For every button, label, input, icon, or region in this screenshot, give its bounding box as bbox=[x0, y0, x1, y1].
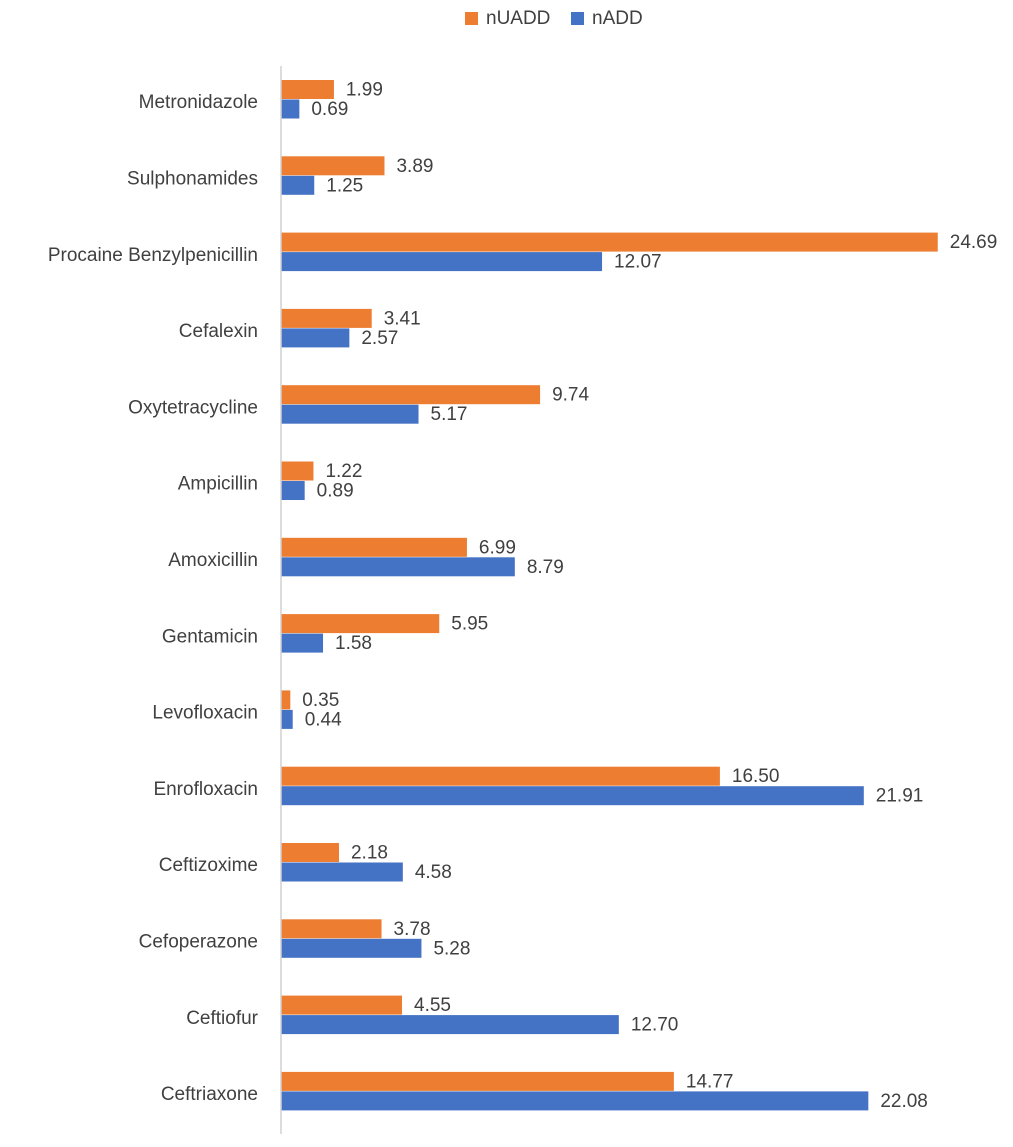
legend: nUADD nADD bbox=[465, 8, 643, 29]
category-label-gentamicin: Gentamicin bbox=[162, 626, 258, 647]
category-label-metronidazole: Metronidazole bbox=[139, 92, 258, 113]
bar-nadd-procaine-benzylpenicillin bbox=[281, 252, 603, 272]
bars bbox=[281, 80, 938, 1111]
category-label-ceftizoxime: Ceftizoxime bbox=[159, 855, 258, 876]
bar-nuadd-ceftiofur bbox=[281, 995, 403, 1015]
bar-nadd-oxytetracycline bbox=[281, 404, 419, 424]
data-label-nuadd-procaine-benzylpenicillin: 24.69 bbox=[950, 232, 998, 253]
bar-nadd-ceftiofur bbox=[281, 1015, 619, 1035]
bar-nuadd-gentamicin bbox=[281, 614, 440, 634]
bar-nadd-ceftriaxone bbox=[281, 1091, 869, 1111]
bar-nuadd-procaine-benzylpenicillin bbox=[281, 232, 938, 252]
bar-nadd-cefoperazone bbox=[281, 938, 422, 958]
legend-label-nadd: nADD bbox=[592, 8, 643, 29]
data-label-nuadd-sulphonamides: 3.89 bbox=[396, 156, 433, 177]
bar-nuadd-enrofloxacin bbox=[281, 766, 720, 786]
data-label-nadd-ampicillin: 0.89 bbox=[317, 481, 354, 502]
bar-nadd-cefalexin bbox=[281, 328, 350, 348]
data-label-nuadd-metronidazole: 1.99 bbox=[346, 80, 383, 101]
bar-nadd-sulphonamides bbox=[281, 175, 315, 195]
data-label-nadd-ceftizoxime: 4.58 bbox=[415, 862, 452, 883]
bar-nuadd-cefoperazone bbox=[281, 919, 382, 939]
bar-nuadd-ampicillin bbox=[281, 461, 314, 481]
data-label-nuadd-ceftizoxime: 2.18 bbox=[351, 843, 388, 864]
bar-nuadd-amoxicillin bbox=[281, 537, 467, 557]
bar-nadd-enrofloxacin bbox=[281, 786, 864, 806]
bar-nadd-ampicillin bbox=[281, 481, 305, 500]
bar-nadd-gentamicin bbox=[281, 633, 324, 653]
category-label-amoxicillin: Amoxicillin bbox=[168, 550, 258, 571]
category-label-cefoperazone: Cefoperazone bbox=[139, 931, 258, 952]
bar-nadd-metronidazole bbox=[281, 99, 300, 119]
category-label-enrofloxacin: Enrofloxacin bbox=[153, 779, 258, 800]
data-label-nadd-sulphonamides: 1.25 bbox=[326, 175, 363, 196]
data-label-nuadd-ceftiofur: 4.55 bbox=[414, 995, 451, 1016]
category-label-sulphonamides: Sulphonamides bbox=[127, 168, 258, 189]
category-label-procaine-benzylpenicillin: Procaine Benzylpenicillin bbox=[48, 245, 258, 266]
category-label-levofloxacin: Levofloxacin bbox=[152, 703, 258, 724]
data-label-nuadd-levofloxacin: 0.35 bbox=[302, 690, 339, 711]
data-label-nadd-levofloxacin: 0.44 bbox=[305, 709, 342, 730]
bar-nuadd-sulphonamides bbox=[281, 156, 385, 176]
data-label-nuadd-cefalexin: 3.41 bbox=[384, 308, 421, 329]
bar-nuadd-ceftriaxone bbox=[281, 1071, 674, 1091]
data-label-nadd-procaine-benzylpenicillin: 12.07 bbox=[614, 252, 662, 273]
data-label-nadd-ceftriaxone: 22.08 bbox=[880, 1091, 928, 1112]
data-label-nuadd-gentamicin: 5.95 bbox=[451, 614, 488, 635]
data-label-nuadd-enrofloxacin: 16.50 bbox=[732, 766, 780, 787]
data-label-nadd-oxytetracycline: 5.17 bbox=[431, 404, 468, 425]
data-label-nuadd-amoxicillin: 6.99 bbox=[479, 537, 516, 558]
category-label-ceftiofur: Ceftiofur bbox=[186, 1008, 258, 1029]
bar-nuadd-oxytetracycline bbox=[281, 385, 541, 405]
bar-nuadd-cefalexin bbox=[281, 308, 372, 328]
data-label-nadd-ceftiofur: 12.70 bbox=[631, 1015, 679, 1036]
bar-nadd-amoxicillin bbox=[281, 557, 515, 577]
data-label-nadd-amoxicillin: 8.79 bbox=[527, 557, 564, 578]
data-label-nuadd-cefoperazone: 3.78 bbox=[394, 919, 431, 940]
data-label-nuadd-ceftriaxone: 14.77 bbox=[686, 1071, 734, 1092]
data-label-nadd-cefalexin: 2.57 bbox=[361, 328, 398, 349]
bar-nuadd-metronidazole bbox=[281, 80, 334, 99]
bar-nadd-levofloxacin bbox=[281, 709, 293, 729]
data-label-nadd-metronidazole: 0.69 bbox=[311, 99, 348, 120]
legend-swatch-nuadd bbox=[465, 12, 478, 25]
data-label-nuadd-oxytetracycline: 9.74 bbox=[552, 385, 589, 406]
category-labels: Metronidazole Sulphonamides Procaine Benzy… bbox=[48, 92, 259, 1105]
category-label-ampicillin: Ampicillin bbox=[178, 474, 258, 495]
bar-nadd-ceftizoxime bbox=[281, 862, 403, 882]
data-label-nadd-gentamicin: 1.58 bbox=[335, 633, 372, 654]
legend-label-nuadd: nUADD bbox=[486, 8, 550, 29]
data-label-nadd-cefoperazone: 5.28 bbox=[433, 938, 470, 959]
data-label-nadd-enrofloxacin: 21.91 bbox=[876, 786, 924, 807]
category-label-oxytetracycline: Oxytetracycline bbox=[128, 397, 258, 418]
legend-swatch-nadd bbox=[571, 12, 584, 25]
category-label-cefalexin: Cefalexin bbox=[179, 321, 258, 342]
bar-nuadd-levofloxacin bbox=[281, 690, 291, 710]
bar-nuadd-ceftizoxime bbox=[281, 843, 339, 862]
data-label-nuadd-ampicillin: 1.22 bbox=[325, 461, 362, 482]
value-labels: 1.990.69 3.89 1.25 24.69 12.07 3.412.57 9.74 5.… bbox=[302, 80, 997, 1112]
category-label-ceftriaxone: Ceftriaxone bbox=[161, 1084, 258, 1105]
